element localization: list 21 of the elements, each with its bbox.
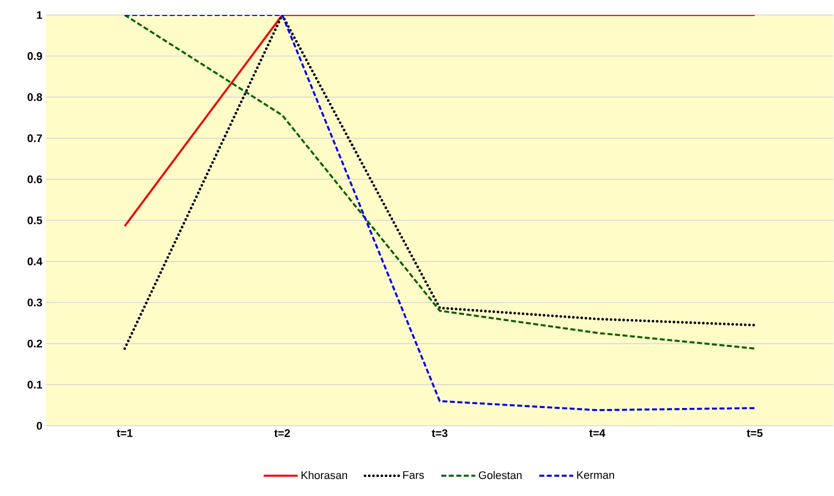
y-tick-label: 0.6 [28, 176, 42, 184]
y-tick-label: 0.7 [28, 134, 42, 142]
legend-label: Golestan [478, 471, 522, 480]
x-tick-label: t=3 [432, 429, 448, 438]
y-tick-label: 0.8 [28, 93, 42, 102]
y-tick-label: 0.1 [28, 380, 42, 389]
y-tick-label: 0.3 [28, 298, 42, 307]
y-tick-label: 1 [37, 11, 42, 19]
y-tick-label: 0.5 [28, 216, 42, 224]
legend-label: Kerman [577, 471, 614, 480]
y-tick-label: 0.2 [28, 340, 42, 348]
x-tick-label: t=1 [116, 429, 133, 438]
x-tick-label: t=4 [589, 429, 606, 438]
legend-label: Fars [403, 471, 424, 480]
x-tick-label: t=5 [746, 429, 763, 438]
line-series [124, 15, 756, 412]
x-tick-label: t=2 [274, 429, 290, 438]
y-tick-label: 0 [36, 422, 42, 430]
legend-label: Khorasan [302, 471, 348, 480]
y-tick-label: 0.9 [28, 52, 42, 60]
y-tick-label: 0.4 [28, 258, 42, 266]
